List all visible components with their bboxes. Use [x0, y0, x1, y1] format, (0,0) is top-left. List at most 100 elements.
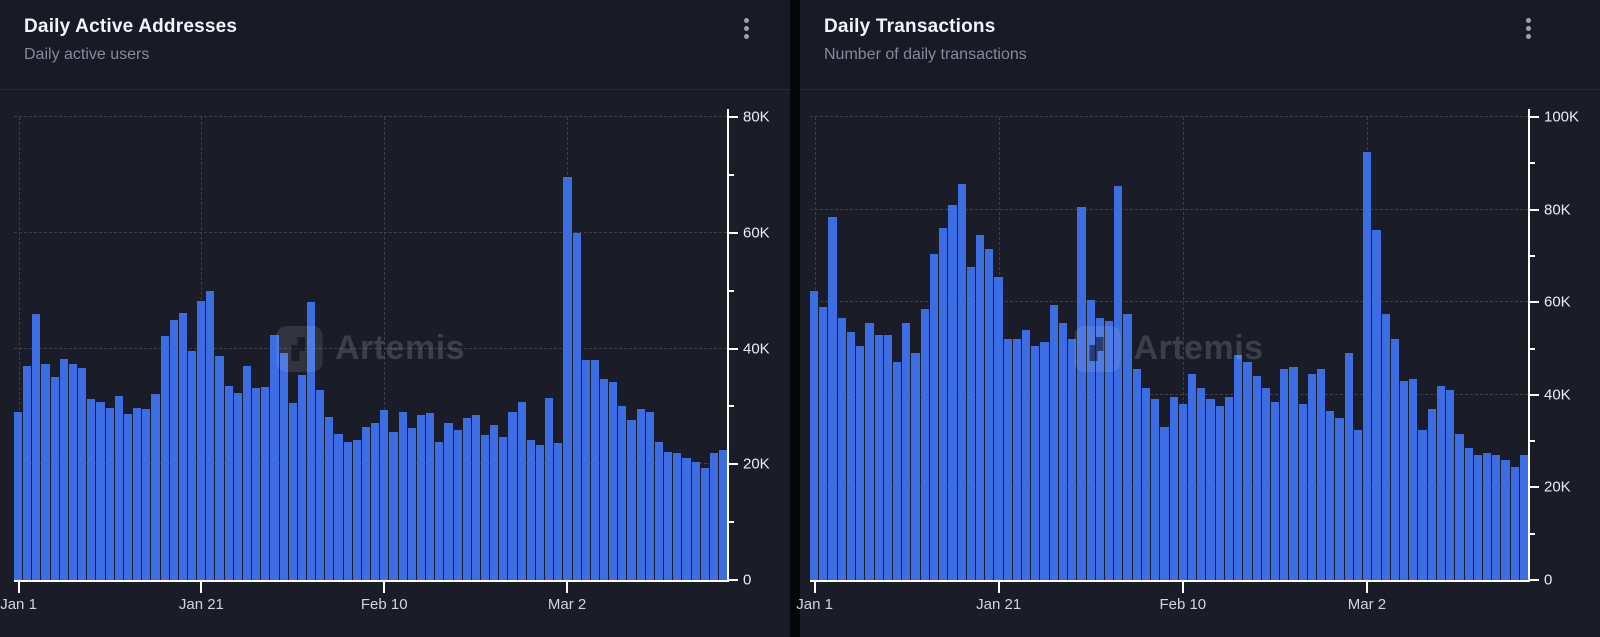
y-axis-major-tick — [1530, 208, 1539, 211]
chart-daily-active-addresses: Artemis 0 20K 40K 60K 80K Jan 1 Jan 21 Feb 10 Mar… — [0, 91, 790, 637]
y-axis-minor-tick — [1530, 440, 1535, 443]
bar — [1058, 323, 1068, 580]
x-axis-tick — [1365, 582, 1368, 593]
y-axis-major-tick — [1530, 486, 1539, 489]
y-axis-major-tick — [1530, 301, 1539, 304]
y-axis-tick-label: 80K — [1544, 201, 1571, 219]
bar-series — [810, 117, 1529, 580]
x-axis-line — [810, 580, 1530, 582]
bar — [23, 365, 32, 580]
y-axis-tick-label: 20K — [1544, 478, 1571, 496]
bar — [1086, 299, 1095, 580]
bar — [453, 429, 462, 580]
bar — [636, 408, 645, 580]
bar — [87, 399, 96, 580]
x-axis-tick — [200, 582, 203, 593]
page-title: Daily Active Addresses — [24, 16, 238, 37]
bar — [444, 423, 453, 580]
horizontal-gridline — [14, 231, 727, 233]
y-axis-minor-tick — [1530, 532, 1535, 535]
x-axis-tick — [813, 582, 816, 593]
bar — [279, 353, 288, 580]
bar — [1022, 329, 1031, 580]
horizontal-gridline — [810, 116, 1528, 117]
bar — [874, 334, 883, 580]
x-axis-line — [14, 580, 729, 582]
x-axis-tick — [1181, 582, 1184, 593]
bar — [1372, 230, 1381, 580]
horizontal-gridline — [14, 463, 727, 465]
bar — [252, 388, 261, 580]
bar — [902, 323, 911, 580]
bar — [554, 443, 563, 580]
panel-daily-transactions: Daily Transactions Number of daily trans… — [796, 0, 1600, 637]
y-axis-major-tick — [729, 116, 738, 118]
bar — [517, 401, 526, 580]
horizontal-gridline — [810, 301, 1528, 303]
x-axis-tick — [383, 582, 386, 593]
bar — [883, 334, 892, 580]
bar — [316, 390, 325, 580]
bar — [1206, 399, 1215, 580]
bar — [535, 445, 545, 580]
bar-series — [14, 117, 728, 580]
x-axis-tick-label: Jan 1 — [0, 596, 37, 613]
bar — [1492, 455, 1501, 580]
bar — [1077, 207, 1086, 580]
bar — [325, 416, 334, 580]
bar — [426, 413, 435, 580]
x-axis-tick-label: Feb 10 — [1159, 596, 1207, 613]
bar — [1335, 417, 1344, 580]
bar — [1178, 404, 1187, 580]
bar — [499, 437, 508, 580]
bar — [1436, 385, 1446, 580]
kebab-menu-icon[interactable] — [736, 15, 756, 41]
y-axis-tick-label: 60K — [743, 224, 770, 242]
bar — [462, 417, 471, 580]
bar — [1344, 353, 1353, 580]
bar — [545, 398, 554, 580]
y-axis-major-tick — [1530, 393, 1539, 396]
bar — [1307, 373, 1317, 580]
bar — [985, 248, 994, 580]
bar — [590, 360, 599, 580]
bar — [1095, 318, 1104, 580]
horizontal-gridline — [14, 347, 727, 349]
bar — [416, 415, 426, 580]
bar — [206, 291, 215, 580]
bar — [994, 276, 1003, 580]
bar — [892, 362, 902, 580]
bar — [471, 415, 480, 580]
y-axis-tick-label: 60K — [1544, 293, 1571, 311]
bar — [1353, 429, 1363, 580]
bar — [224, 386, 233, 580]
bar — [334, 433, 343, 580]
bar — [920, 309, 929, 580]
bar — [270, 335, 279, 580]
y-axis-minor-tick — [1530, 254, 1535, 257]
x-axis-tick-label: Mar 2 — [1347, 596, 1387, 613]
bar — [929, 253, 939, 580]
bar — [1427, 408, 1436, 580]
bar — [1317, 369, 1326, 580]
panel-subtitle: Daily active users — [24, 46, 150, 63]
bar — [1473, 455, 1482, 580]
bar — [939, 228, 948, 580]
vertical-gridline — [18, 117, 20, 580]
bar — [654, 441, 664, 580]
bar — [169, 319, 178, 580]
y-axis-minor-tick — [729, 405, 734, 408]
bar — [600, 378, 609, 580]
y-axis-line — [727, 109, 729, 582]
y-axis-minor-tick — [1530, 162, 1535, 165]
bar — [398, 411, 407, 580]
kebab-menu-icon[interactable] — [1518, 15, 1538, 41]
y-axis-minor-tick — [729, 173, 734, 176]
y-axis-minor-tick — [729, 289, 734, 292]
bar — [948, 204, 957, 580]
bar — [1068, 339, 1077, 580]
horizontal-gridline — [810, 393, 1528, 395]
bar — [307, 301, 316, 580]
bar — [1298, 404, 1307, 580]
bar — [1187, 373, 1197, 580]
